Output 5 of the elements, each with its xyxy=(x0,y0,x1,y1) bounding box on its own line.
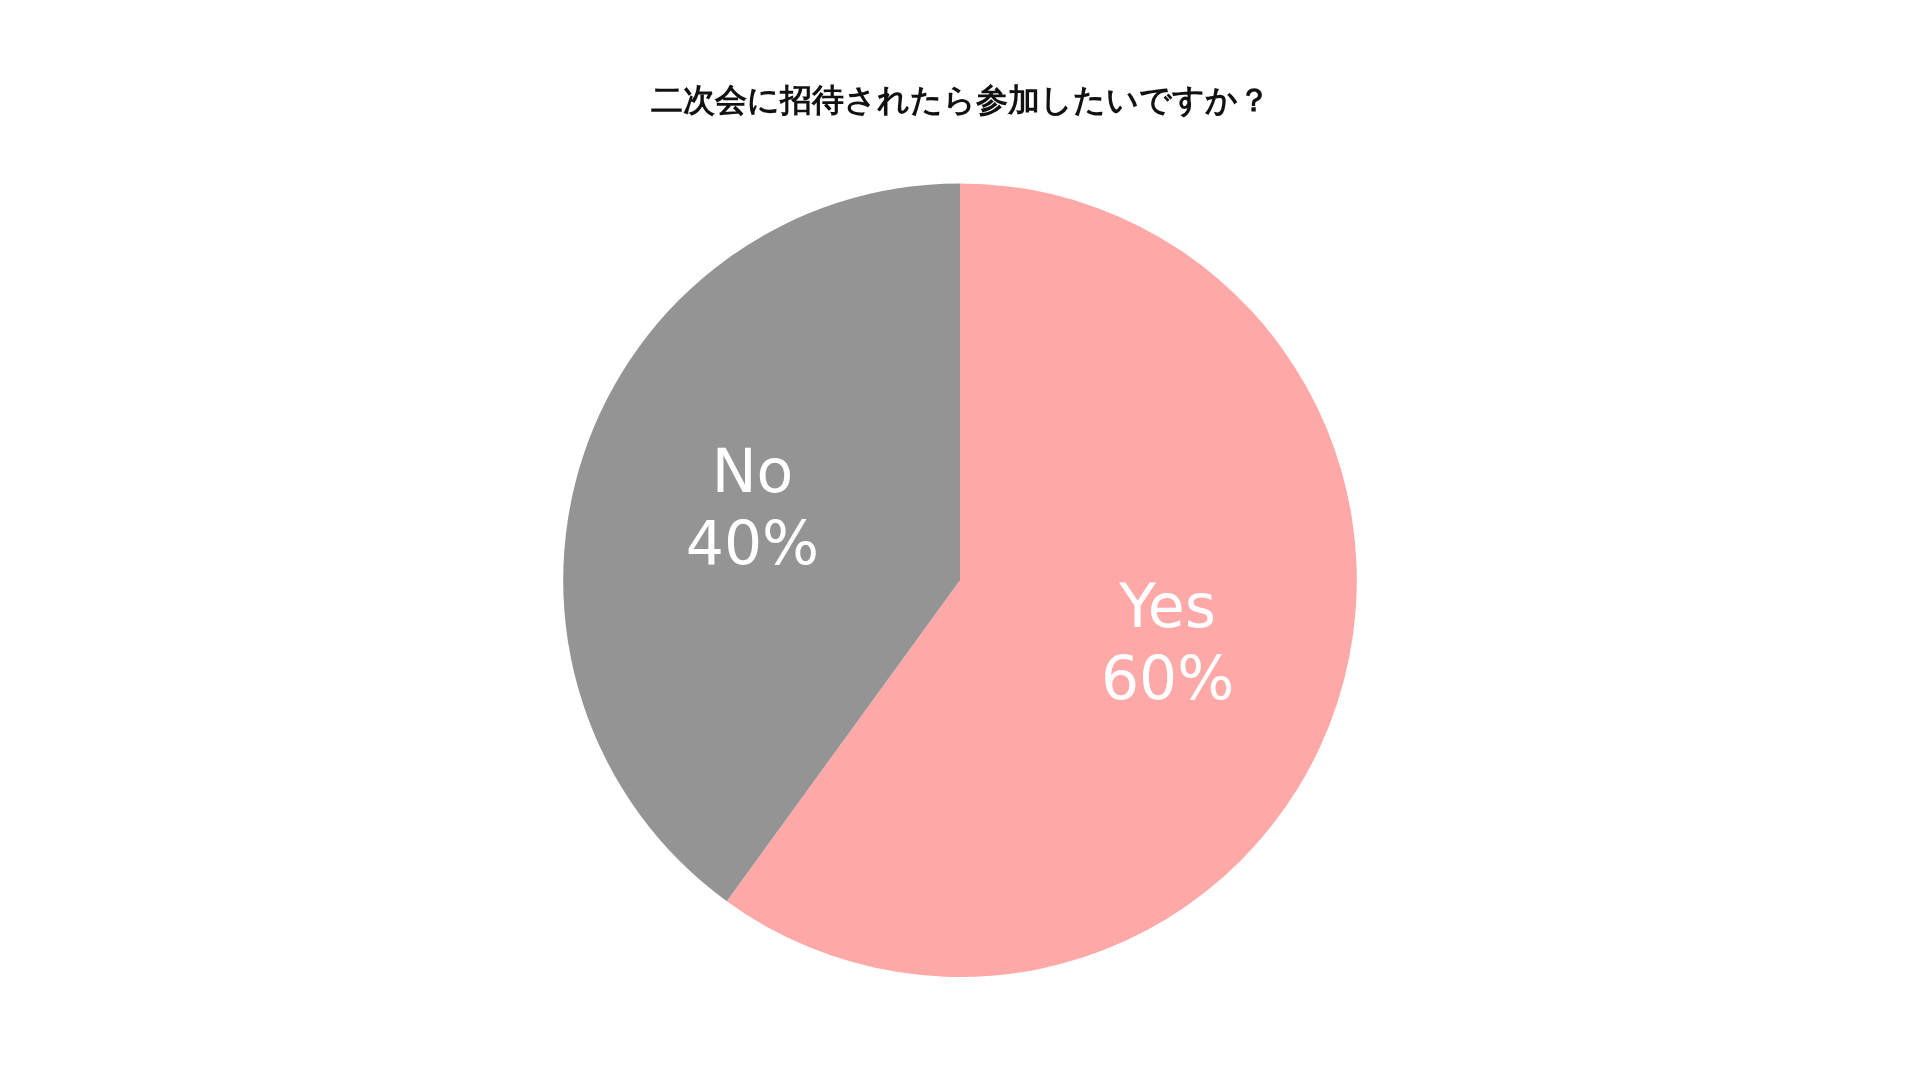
data-label: 40% xyxy=(685,508,820,579)
data-label: 60% xyxy=(1100,643,1235,714)
slice-label: Yes xyxy=(1118,571,1216,642)
chart-title: 二次会に招待されたら参加したいですか？ xyxy=(650,80,1270,119)
slice-label: No xyxy=(711,436,794,507)
